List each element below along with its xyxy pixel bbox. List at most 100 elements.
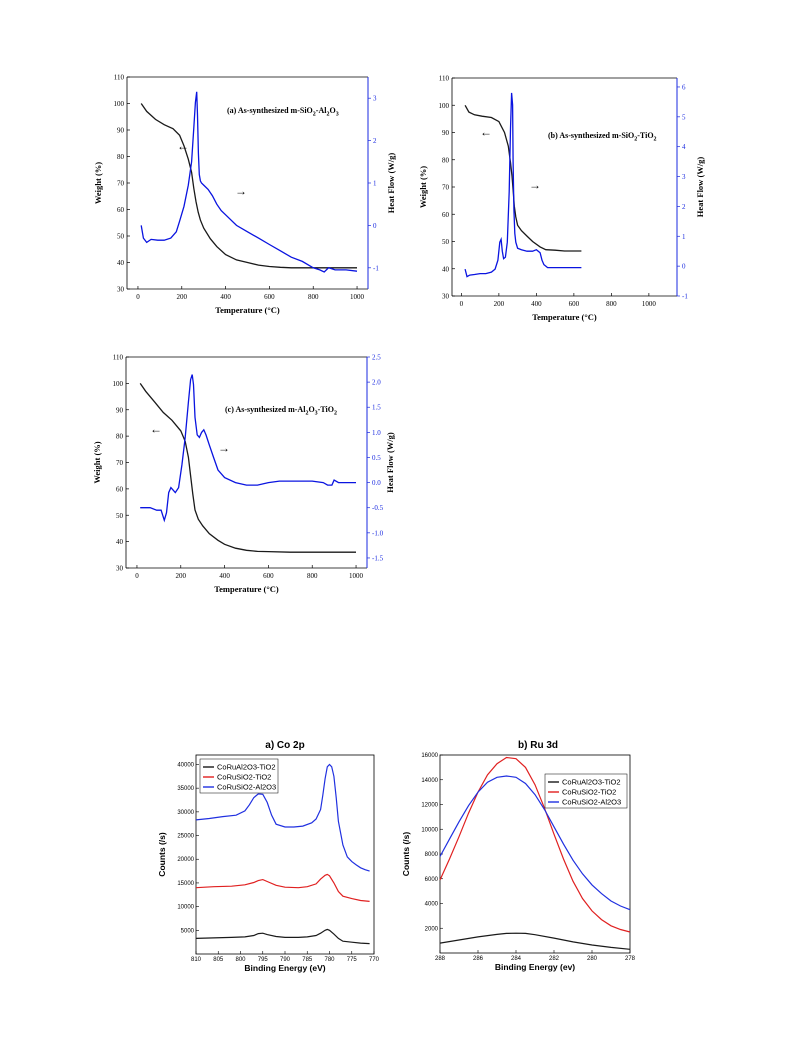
x-tick-label: 800 xyxy=(307,572,318,580)
series-line-corual2o3-tio2 xyxy=(195,928,370,945)
legend-label: CoRuAl2O3-TiO2 xyxy=(217,763,276,772)
legend-label: CoRuAl2O3-TiO2 xyxy=(562,778,621,787)
y2-tick-label: -0.5 xyxy=(372,504,384,512)
right-axis-arrow: → xyxy=(218,441,230,455)
y-tick-label: 80 xyxy=(117,153,125,161)
y2-tick-label: -1.0 xyxy=(372,529,384,537)
x-tick-label: 200 xyxy=(176,572,187,580)
y2-axis-title: Heat Flow (W/g) xyxy=(386,153,396,214)
y-axis-title: Weight (%) xyxy=(418,166,428,208)
annotation-text: (b) As-synthesized m-SiO xyxy=(548,131,634,140)
y-tick-label: 30 xyxy=(117,286,125,294)
y2-tick-label: -1.5 xyxy=(372,554,384,562)
y-tick-label: 6000 xyxy=(425,877,439,883)
x-axis-title: Binding Energy (eV) xyxy=(244,963,325,973)
y-tick-label: 12000 xyxy=(421,803,438,809)
x-tick-label: 288 xyxy=(435,956,446,962)
y2-tick-label: 0 xyxy=(373,222,377,230)
heat-flow-series-line xyxy=(140,91,358,273)
annotation-subscript: 3 xyxy=(336,112,339,118)
x-tick-label: 775 xyxy=(347,957,358,963)
y-tick-label: 90 xyxy=(116,406,124,414)
legend-label: CoRuSiO2-Al2O3 xyxy=(562,798,621,807)
x-axis-title: Binding Energy (ev) xyxy=(495,962,575,972)
y-tick-label: 70 xyxy=(442,184,450,192)
y-tick-label: 35000 xyxy=(177,786,194,792)
heat-flow-series-line xyxy=(464,92,582,278)
y2-tick-label: 2.5 xyxy=(372,354,381,362)
y-tick-label: 40 xyxy=(442,265,450,273)
y2-tick-label: 3 xyxy=(682,173,686,181)
annotation-subscript: 2 xyxy=(313,112,316,118)
annotation-subscript: 2 xyxy=(326,112,329,118)
x-tick-label: 790 xyxy=(280,957,291,963)
y-tick-label: 50 xyxy=(442,238,450,246)
y-tick-label: 2000 xyxy=(425,926,439,932)
y2-axis-title: Heat Flow (W/g) xyxy=(695,157,705,218)
y-axis-title: Counts (/s) xyxy=(401,832,411,877)
y-tick-label: 80 xyxy=(116,433,124,441)
annotation-label: (c) As-synthesized m-Al2O3-TiO2 xyxy=(225,405,337,417)
y-tick-label: 14000 xyxy=(421,778,438,784)
y-tick-label: 100 xyxy=(113,380,124,388)
y2-tick-label: 6 xyxy=(682,83,686,91)
y2-tick-label: 0.5 xyxy=(372,454,381,462)
x-tick-label: 1000 xyxy=(350,293,365,301)
y-tick-label: 90 xyxy=(117,127,125,135)
y-tick-label: 8000 xyxy=(425,852,439,858)
annotation-text: (a) As-synthesized m-SiO xyxy=(227,106,313,115)
x-tick-label: 800 xyxy=(308,293,319,301)
right-axis-arrow: → xyxy=(235,184,247,198)
y2-tick-label: -1 xyxy=(682,293,688,301)
x-tick-label: 780 xyxy=(324,957,335,963)
x-tick-label: 0 xyxy=(135,572,139,580)
x-tick-label: 600 xyxy=(569,300,580,308)
tga-chart-a: 0 200 400 600 800 1000 30 40 50 60 70 80 90 100 110 -1 0… xyxy=(93,74,396,316)
annotation-text: -TiO xyxy=(318,405,334,414)
x-tick-label: 400 xyxy=(220,293,231,301)
x-tick-label: 785 xyxy=(302,957,313,963)
y2-tick-label: 3 xyxy=(373,95,377,103)
y2-tick-label: 2 xyxy=(682,203,686,211)
x-tick-label: 400 xyxy=(531,300,542,308)
y-tick-label: 5000 xyxy=(181,928,195,934)
y-tick-label: 60 xyxy=(116,485,124,493)
weight-series-line xyxy=(139,383,356,553)
y2-tick-label: 0.0 xyxy=(372,479,381,487)
y-tick-label: 40000 xyxy=(177,762,194,768)
annotation-text: O xyxy=(329,106,335,115)
y-tick-label: 60 xyxy=(117,206,125,214)
y-tick-label: 110 xyxy=(113,354,124,362)
x-tick-label: 0 xyxy=(136,293,140,301)
y-tick-label: 20000 xyxy=(177,857,194,863)
y-tick-label: 40 xyxy=(117,259,125,267)
series-line-corusio2-tio2 xyxy=(439,756,631,933)
y2-axis-title: Heat Flow (W/g) xyxy=(385,432,395,493)
series-line-corusio2-al2o3 xyxy=(439,775,631,911)
xps-chart-co: 810 805 800 795 790 785 780 775 770 5000 10000 1500… xyxy=(157,740,380,973)
series-line-corual2o3-tio2 xyxy=(439,932,631,950)
y2-tick-label: 1 xyxy=(682,233,686,241)
weight-series-line xyxy=(140,103,357,269)
x-tick-label: 278 xyxy=(625,956,636,962)
annotation-subscript: 2 xyxy=(634,137,637,143)
y2-tick-label: 5 xyxy=(682,113,686,121)
y2-tick-label: -1 xyxy=(373,264,379,272)
y-tick-label: 30000 xyxy=(177,810,194,816)
annotation-label: (a) As-synthesized m-SiO2-Al2O3 xyxy=(227,106,339,118)
legend-label: CoRuSiO2-Al2O3 xyxy=(217,783,276,792)
y-tick-label: 110 xyxy=(114,74,125,82)
y-tick-label: 30 xyxy=(442,293,450,301)
annotation-text: (c) As-synthesized m-Al xyxy=(225,405,306,414)
x-tick-label: 600 xyxy=(263,572,274,580)
x-tick-label: 600 xyxy=(264,293,275,301)
y-tick-label: 25000 xyxy=(177,834,194,840)
y2-tick-label: 2 xyxy=(373,137,377,145)
legend: CoRuAl2O3-TiO2CoRuSiO2-TiO2CoRuSiO2-Al2O… xyxy=(199,758,279,794)
annotation-subscript: 2 xyxy=(654,137,657,143)
x-tick-label: 200 xyxy=(494,300,505,308)
heat-flow-series-line xyxy=(140,374,356,523)
y-axis-title: Counts (/s) xyxy=(157,832,167,877)
annotation-label: (b) As-synthesized m-SiO2-TiO2 xyxy=(548,131,657,143)
